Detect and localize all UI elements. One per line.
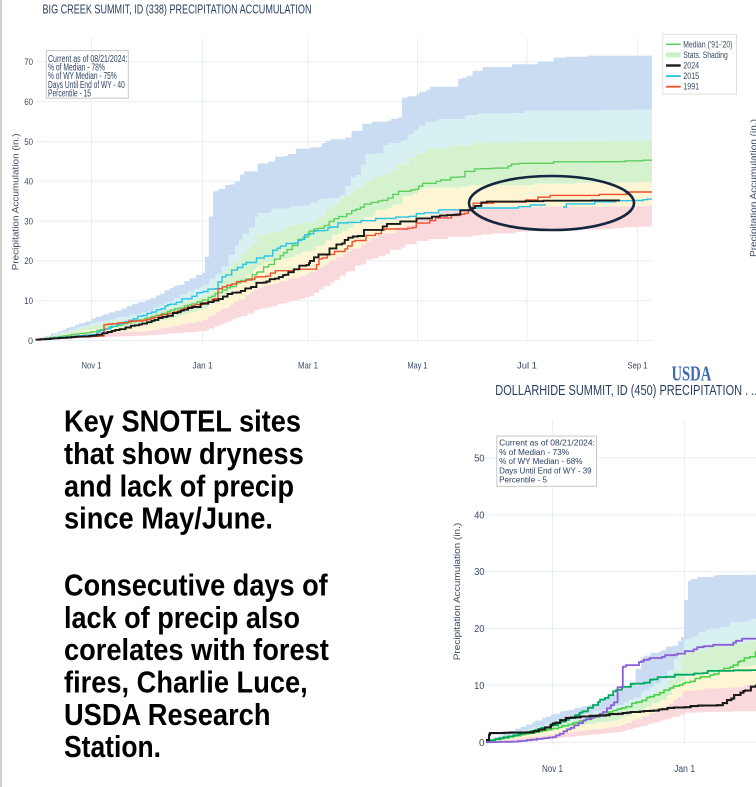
svg-text:USDA Research: USDA Research xyxy=(64,697,271,732)
svg-text:70: 70 xyxy=(24,57,33,67)
svg-text:10: 10 xyxy=(24,296,33,306)
svg-text:Percentile - 15: Percentile - 15 xyxy=(48,89,91,100)
svg-text:Jan 1: Jan 1 xyxy=(674,764,695,775)
svg-text:Station.: Station. xyxy=(64,729,161,764)
svg-text:Days Until End of WY - 40: Days Until End of WY - 40 xyxy=(48,80,125,91)
svg-text:corelates with forest: corelates with forest xyxy=(64,632,329,667)
svg-text:Precipitation Accumulation (in: Precipitation Accumulation (in.) xyxy=(748,119,756,257)
svg-text:40: 40 xyxy=(474,510,485,521)
svg-text:fires, Charlie Luce,: fires, Charlie Luce, xyxy=(64,665,308,700)
svg-text:Jul 1: Jul 1 xyxy=(517,360,537,370)
svg-text:Consecutive days of: Consecutive days of xyxy=(64,568,328,603)
svg-text:Sep 1: Sep 1 xyxy=(628,360,648,370)
svg-text:50: 50 xyxy=(24,137,33,147)
svg-text:Nov 1: Nov 1 xyxy=(82,360,102,370)
svg-text:Precipitation Accumulation (in: Precipitation Accumulation (in.) xyxy=(11,133,21,270)
svg-text:Precipitation Accumulation (in: Precipitation Accumulation (in.) xyxy=(452,523,463,661)
svg-text:and lack of precip: and lack of precip xyxy=(64,468,294,503)
svg-text:% of Median - 73%: % of Median - 73% xyxy=(499,448,569,457)
svg-text:Stats. Shading: Stats. Shading xyxy=(683,50,728,60)
svg-text:40: 40 xyxy=(24,177,33,187)
svg-text:Nov 1: Nov 1 xyxy=(542,764,563,775)
svg-text:20: 20 xyxy=(474,624,485,635)
svg-text:0: 0 xyxy=(28,336,33,346)
svg-text:USDA: USDA xyxy=(672,361,712,385)
svg-text:Current as of 08/21/2024:: Current as of 08/21/2024: xyxy=(48,54,127,65)
svg-text:% of WY Median - 68%: % of WY Median - 68% xyxy=(499,457,582,466)
svg-text:Jan 1: Jan 1 xyxy=(193,360,213,370)
svg-text:May 1: May 1 xyxy=(408,360,428,370)
svg-text:% of WY Median - 75%: % of WY Median - 75% xyxy=(48,71,117,82)
svg-text:10: 10 xyxy=(474,681,485,692)
svg-text:20: 20 xyxy=(24,256,33,266)
svg-text:Mar 1: Mar 1 xyxy=(298,360,318,370)
svg-text:Percentile - 5: Percentile - 5 xyxy=(499,476,548,485)
svg-text:60: 60 xyxy=(24,97,33,107)
svg-text:Median (’91-’20): Median (’91-’20) xyxy=(683,39,732,49)
svg-text:Days Until End of WY - 39: Days Until End of WY - 39 xyxy=(499,466,592,475)
svg-text:lack of precip also: lack of precip also xyxy=(64,600,300,635)
svg-text:since May/June.: since May/June. xyxy=(64,501,273,536)
svg-text:% of Median - 78%: % of Median - 78% xyxy=(48,63,105,74)
svg-text:0: 0 xyxy=(479,738,485,749)
svg-text:that show dryness: that show dryness xyxy=(64,436,304,471)
svg-text:30: 30 xyxy=(474,567,485,578)
svg-text:30: 30 xyxy=(24,216,33,226)
svg-text:1991: 1991 xyxy=(683,82,699,92)
svg-text:Key SNOTEL sites: Key SNOTEL sites xyxy=(64,404,301,439)
svg-text:50: 50 xyxy=(474,454,485,465)
svg-text:BIG CREEK SUMMIT, ID (338) PRE: BIG CREEK SUMMIT, ID (338) PRECIPITATION… xyxy=(43,2,312,17)
svg-text:DOLLARHIDE SUMMIT, ID (450) PR: DOLLARHIDE SUMMIT, ID (450) PRECIPITATIO… xyxy=(495,383,756,399)
svg-text:Current as of 08/21/2024:: Current as of 08/21/2024: xyxy=(499,439,595,448)
svg-text:2015: 2015 xyxy=(683,71,699,81)
svg-text:2024: 2024 xyxy=(683,61,699,71)
